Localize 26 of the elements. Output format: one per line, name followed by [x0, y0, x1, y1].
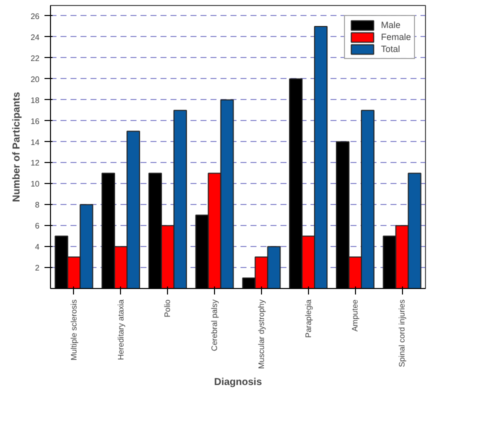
x-tick-label: Muscular dystrophy — [256, 300, 266, 369]
y-tick-label: 22 — [30, 54, 40, 63]
y-axis-title: Number of Participants — [12, 92, 23, 202]
legend-label: Female — [380, 32, 411, 42]
y-tick-label: 16 — [30, 116, 40, 126]
legend-label: Total — [380, 44, 401, 54]
y-tick-label: 24 — [30, 32, 40, 42]
y-tick-label: 26 — [30, 12, 40, 21]
x-tick-label: Hereditary ataxia — [116, 298, 126, 360]
x-tick-label: Multiple sclerosis — [69, 300, 78, 360]
x-tick-label: Cerebral palsy — [210, 300, 220, 352]
legend-label: Male — [380, 20, 401, 30]
y-tick-label: 2 — [35, 264, 40, 273]
y-tick-label: 8 — [35, 200, 40, 210]
x-tick-label: Amputee — [350, 298, 360, 332]
x-axis-title: Diagnosis — [214, 376, 262, 388]
y-tick-label: 10 — [30, 180, 40, 189]
y-tick-label: 4 — [35, 242, 40, 252]
y-tick-label: 20 — [30, 74, 40, 84]
y-tick-label: 12 — [30, 158, 40, 168]
y-tick-label: 6 — [35, 222, 40, 231]
x-tick-label: Spinal cord injuries — [398, 299, 407, 368]
y-tick-label: 18 — [30, 96, 40, 105]
y-tick-label: 14 — [30, 138, 40, 147]
x-tick-label: Paraplegia — [304, 298, 313, 338]
x-tick-label: Polio — [163, 298, 172, 318]
